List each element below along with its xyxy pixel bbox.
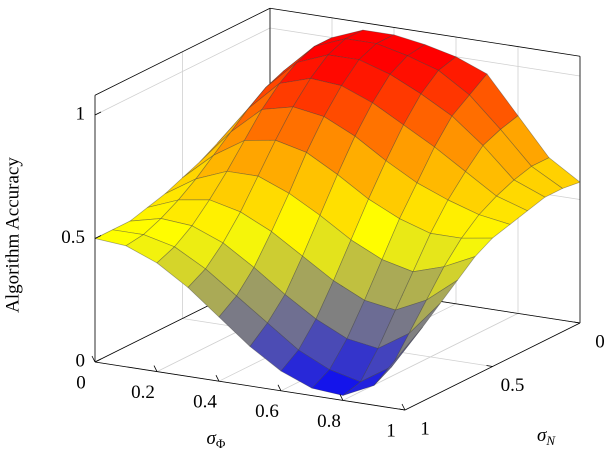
x-tick-label: 0.2: [131, 382, 155, 403]
x-tick: [153, 365, 158, 372]
z-tick: [94, 358, 102, 363]
z-tick-label: 0: [76, 350, 86, 371]
x-tick: [401, 403, 406, 411]
z-tick-label: 1: [76, 103, 86, 124]
z-tick-label: 0.5: [61, 227, 85, 248]
x-tick: [91, 355, 96, 363]
x-tick-label: 0.4: [193, 392, 217, 413]
y-tick: [573, 321, 581, 324]
x-label-sub: Φ: [216, 436, 226, 451]
x-tick-label: 0.6: [255, 401, 279, 422]
box-edge: [269, 7, 581, 57]
y-label-sub: N: [545, 433, 556, 448]
grid-line: [94, 27, 271, 116]
z-tick: [94, 235, 102, 239]
x-tick-label: 0.8: [317, 411, 341, 432]
y-tick: [398, 408, 406, 411]
surface: [94, 29, 581, 396]
z-axis-label: Algorithm Accuracy: [2, 157, 23, 313]
box-edge: [94, 7, 271, 96]
y-tick-label: 0.5: [501, 375, 525, 396]
x-tick: [339, 394, 344, 401]
box-edge: [94, 361, 406, 411]
y-tick-label: 1: [420, 418, 430, 439]
labels: 0 0.2 0.4 0.6 0.8 1 0 0.5 1 0 0.5 1: [61, 103, 605, 441]
x-tick-label: 1: [386, 420, 396, 441]
y-tick: [486, 365, 493, 367]
surface-cell: [373, 326, 423, 386]
y-tick-label: 0: [595, 331, 605, 352]
x-tick: [277, 384, 282, 391]
x-tick: [215, 375, 220, 382]
y-label-base: σ: [537, 425, 547, 446]
x-label-base: σ: [207, 428, 217, 449]
y-axis-label: σN: [537, 425, 556, 448]
x-axis-label: σΦ: [207, 428, 226, 451]
z-tick: [94, 111, 102, 116]
x-tick-label: 0: [76, 372, 86, 393]
